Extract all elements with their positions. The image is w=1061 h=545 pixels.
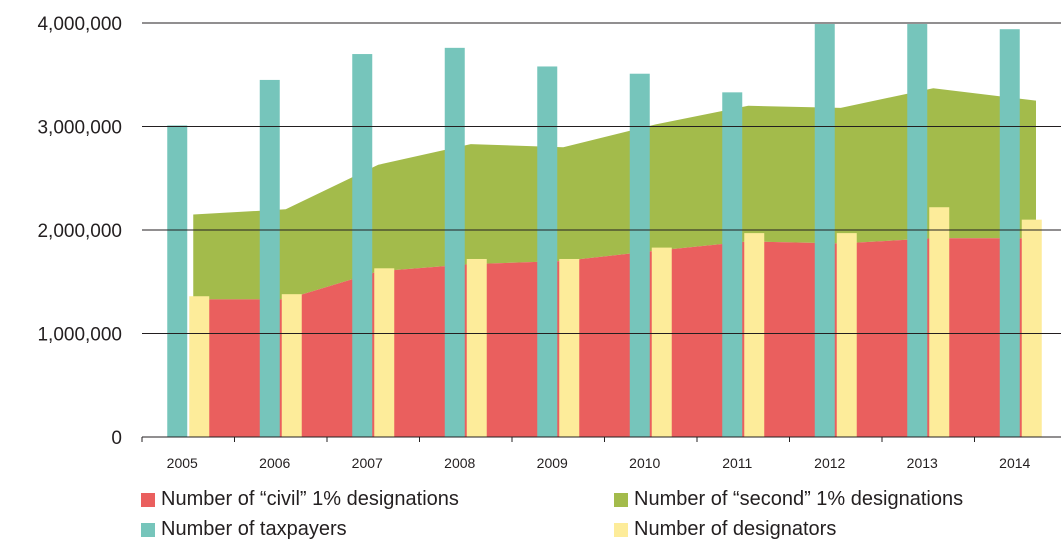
x-tick-label-2009: 2009 (537, 455, 568, 471)
x-tick-label-2012: 2012 (814, 455, 845, 471)
bar-designators-2009 (559, 258, 580, 437)
legend-item-designators: Number of designators (614, 518, 836, 541)
legend-item-taxpayers: Number of taxpayers (141, 518, 347, 541)
bar-designators-2011 (744, 233, 765, 437)
x-tick-label-2008: 2008 (444, 455, 475, 471)
bar-taxpayers-2012 (814, 24, 835, 437)
legend-item-civil: Number of “civil” 1% designations (141, 488, 459, 511)
y-tick-label: 3,000,000 (37, 118, 122, 139)
bar-taxpayers-2006 (259, 79, 280, 438)
x-tick-label-2011: 2011 (722, 455, 752, 471)
bar-designators-2005 (189, 296, 210, 437)
bar-taxpayers-2005 (167, 125, 188, 437)
bar-taxpayers-2009 (537, 66, 558, 437)
bar-taxpayers-2014 (999, 29, 1020, 438)
y-tick-label: 2,000,000 (37, 221, 122, 242)
bar-designators-2006 (281, 294, 302, 437)
bar-taxpayers-2007 (352, 54, 373, 438)
y-tick-label: 1,000,000 (37, 325, 122, 346)
legend-swatch-designators (614, 522, 628, 537)
x-tick-label-2014: 2014 (999, 455, 1030, 471)
bar-taxpayers-2010 (629, 73, 650, 437)
legend-label-civil: Number of “civil” 1% designations (161, 488, 459, 510)
bar-designators-2010 (651, 247, 672, 437)
bar-designators-2012 (836, 233, 857, 437)
bar-taxpayers-2013 (907, 24, 928, 437)
bar-designators-2014 (1021, 219, 1042, 437)
y-tick-label: 0 (111, 428, 122, 449)
legend-item-second: Number of “second” 1% designations (614, 488, 963, 511)
bar-taxpayers-2008 (444, 47, 465, 438)
legend-swatch-civil (141, 492, 155, 507)
y-tick-label: 4,000,000 (37, 14, 122, 35)
legend-label-second: Number of “second” 1% designations (634, 488, 964, 510)
bar-designators-2007 (374, 268, 395, 437)
x-tick-label-2007: 2007 (352, 455, 383, 471)
x-tick-label-2006: 2006 (259, 455, 290, 471)
legend-label-taxpayers: Number of taxpayers (161, 518, 347, 540)
legend-label-designators: Number of designators (634, 518, 837, 540)
legend-swatch-taxpayers (141, 522, 155, 537)
x-tick-label-2005: 2005 (167, 455, 198, 471)
legend-swatch-second (614, 492, 628, 507)
bar-taxpayers-2011 (722, 92, 743, 437)
x-tick-label-2013: 2013 (907, 455, 938, 471)
chart-legend: Number of “civil” 1% designations Number… (0, 488, 1061, 540)
bar-designators-2008 (466, 258, 487, 437)
bar-designators-2013 (929, 207, 950, 437)
x-tick-label-2010: 2010 (629, 455, 660, 471)
